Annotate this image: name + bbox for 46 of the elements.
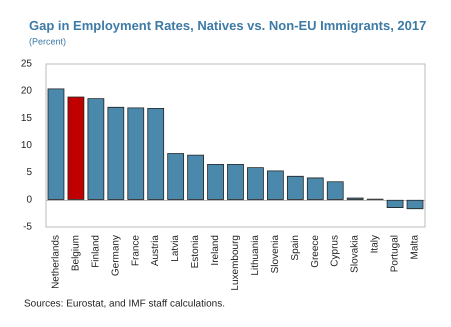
x-tick-label: Belgium — [70, 235, 82, 272]
y-tick-label: 0 — [26, 194, 32, 206]
bar — [247, 167, 264, 200]
bar — [68, 96, 84, 200]
x-tick-label: Greece — [310, 234, 321, 268]
x-tick-label: Finland — [90, 235, 102, 268]
x-tick-label: Slovakia — [350, 234, 361, 273]
bar — [127, 107, 144, 200]
x-tick-label: Latvia — [170, 234, 182, 262]
x-tick-label: Slovenia — [270, 234, 281, 274]
bar — [286, 176, 304, 200]
x-tick-label: Germany — [110, 235, 122, 276]
y-tick-label: 15 — [20, 112, 32, 124]
y-tick-label: 20 — [20, 86, 32, 97]
x-tick-label: France — [130, 234, 142, 266]
bar — [48, 88, 64, 200]
x-tick-label: Luxembourg — [230, 235, 241, 291]
bar — [386, 200, 404, 208]
bar — [87, 98, 104, 200]
bar — [227, 164, 244, 200]
bar — [187, 154, 204, 200]
x-tick-label: Ireland — [210, 235, 222, 266]
x-tick-label: Estonia — [190, 234, 202, 268]
chart-subtitle: (Percent) — [29, 36, 66, 46]
bar — [167, 153, 184, 200]
y-tick-label: 5 — [26, 167, 32, 178]
y-tick-label: 25 — [20, 58, 32, 70]
bar — [326, 181, 344, 200]
x-tick-label: Netherlands — [50, 235, 62, 289]
bar — [267, 170, 284, 200]
bar — [406, 200, 424, 210]
bar — [107, 106, 124, 200]
bar — [306, 178, 324, 200]
bar — [147, 108, 164, 200]
bar — [207, 164, 224, 200]
y-tick-label: -5 — [23, 222, 32, 232]
x-tick-label: Portugal — [390, 235, 401, 272]
x-tick-label: Austria — [150, 234, 162, 266]
source-note: Sources: Eurostat, and IMF staff calculations. — [24, 298, 226, 310]
chart-title: Gap in Employment Rates, Natives vs. Non-EU Immigrants, 2017 — [29, 18, 426, 33]
x-tick-label: Cyprus — [330, 235, 341, 267]
x-tick-label: Malta — [410, 234, 421, 260]
y-tick-label: 10 — [20, 140, 32, 151]
x-tick-label: Italy — [370, 235, 381, 254]
x-tick-label: Lithuania — [250, 234, 261, 276]
x-tick-label: Spain — [290, 235, 301, 261]
